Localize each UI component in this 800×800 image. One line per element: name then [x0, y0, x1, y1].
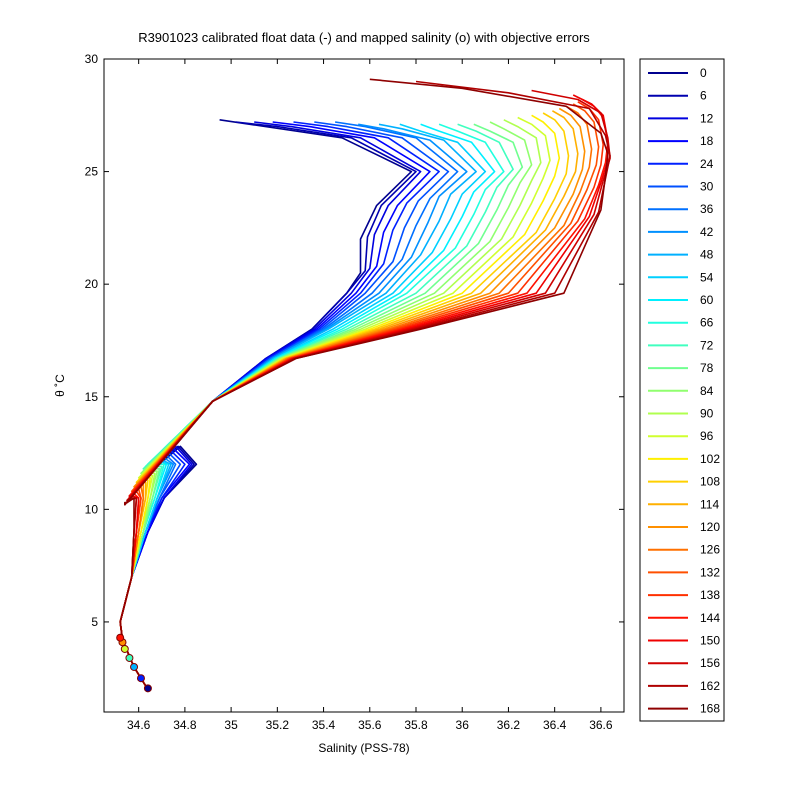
x-tick-label: 36.6: [589, 718, 613, 732]
x-tick-label: 36.2: [497, 718, 521, 732]
x-tick-label: 34.8: [173, 718, 197, 732]
series-line-138: [119, 101, 604, 690]
series-line-96: [119, 116, 551, 690]
legend-item-label: 24: [700, 157, 714, 171]
x-axis-label: Salinity (PSS-78): [318, 741, 409, 755]
legend-item-label: 78: [700, 361, 714, 375]
legend-item-label: 84: [700, 384, 714, 398]
series-line-102: [119, 114, 561, 690]
legend-item-label: 120: [700, 520, 720, 534]
y-tick-label: 20: [85, 277, 99, 291]
series-line-150: [119, 94, 609, 690]
mapped-point: [130, 662, 139, 671]
series-line-48: [119, 123, 477, 690]
series-line-66: [119, 123, 505, 690]
legend-item-label: 0: [700, 66, 707, 80]
x-tick-label: 35.8: [404, 718, 428, 732]
series-line-78: [119, 123, 524, 690]
legend-item-label: 168: [700, 702, 720, 716]
series-line-162: [119, 80, 611, 690]
legend-item-label: 102: [700, 452, 720, 466]
legend-item-label: 72: [700, 338, 714, 352]
series-line-6: [119, 121, 417, 690]
legend-item-label: 6: [700, 89, 707, 103]
mapped-point: [116, 633, 125, 642]
series-line-60: [119, 123, 496, 690]
mapped-point: [143, 684, 152, 693]
legend-item-label: 156: [700, 656, 720, 670]
legend-item-label: 36: [700, 202, 714, 216]
series-line-30: [119, 121, 450, 690]
legend-item-label: 42: [700, 225, 714, 239]
chart-title: R3901023 calibrated float data (-) and m…: [138, 30, 590, 45]
legend-item-label: 12: [700, 111, 714, 125]
x-tick-label: 35.4: [312, 718, 336, 732]
legend-item-label: 132: [700, 565, 720, 579]
x-tick-label: 36: [456, 718, 470, 732]
legend-item-label: 66: [700, 316, 714, 330]
x-tick-label: 35: [224, 718, 238, 732]
legend-item-label: 60: [700, 293, 714, 307]
x-tick-label: 35.6: [358, 718, 382, 732]
axes-group: 34.6 34.8 35 35.2 35.4 35.6 35.8 36 36.2 36.4 36.6…: [85, 52, 624, 732]
legend-item-label: 48: [700, 248, 714, 262]
series-line-114: [119, 110, 579, 690]
series-line-54: [119, 123, 487, 690]
series-line-84: [119, 121, 533, 690]
legend-item-label: 18: [700, 134, 714, 148]
y-tick-label: 10: [85, 502, 99, 516]
legend-item-label: 96: [700, 429, 714, 443]
series-line-18: [119, 121, 431, 690]
mapped-point: [136, 674, 145, 683]
legend-item-label: 162: [700, 679, 720, 693]
series-line-168: [119, 78, 609, 690]
legend-item-label: 114: [700, 497, 719, 511]
series-line-72: [119, 123, 514, 690]
x-tick-label: 35.2: [266, 718, 290, 732]
legend-item-label: 126: [700, 543, 720, 557]
mapped-points-group: [116, 633, 152, 693]
plot-frame: [103, 58, 625, 713]
legend-item-label: 144: [700, 611, 720, 625]
series-line-0: [119, 119, 413, 690]
x-tick-label: 34.6: [127, 718, 151, 732]
legend: 0 6 12 18 24 30 36 42 48 54 60 66 72 78 84 90 96 102 108 11…: [639, 58, 725, 722]
legend-item-label: 90: [700, 407, 714, 421]
legend-item-label: 150: [700, 634, 720, 648]
y-tick-label: 30: [85, 52, 99, 66]
series-line-126: [119, 105, 593, 690]
y-tick-label: 5: [91, 615, 98, 629]
series-line-24: [119, 121, 440, 690]
mapped-point: [120, 644, 129, 653]
y-tick-label: 15: [85, 390, 99, 404]
series-line-120: [119, 107, 586, 690]
series-group: [119, 78, 611, 690]
series-line-36: [119, 121, 459, 690]
series-line-156: [119, 89, 611, 690]
legend-item-label: 54: [700, 270, 714, 284]
x-tick-label: 36.4: [543, 718, 567, 732]
y-axis-label: θ ˚C: [53, 374, 67, 397]
legend-item-label: 108: [700, 475, 720, 489]
y-tick-label: 25: [85, 165, 99, 179]
legend-item-label: 30: [700, 180, 714, 194]
legend-item-label: 138: [700, 588, 720, 602]
series-line-144: [119, 98, 609, 690]
mapped-point: [125, 653, 134, 662]
